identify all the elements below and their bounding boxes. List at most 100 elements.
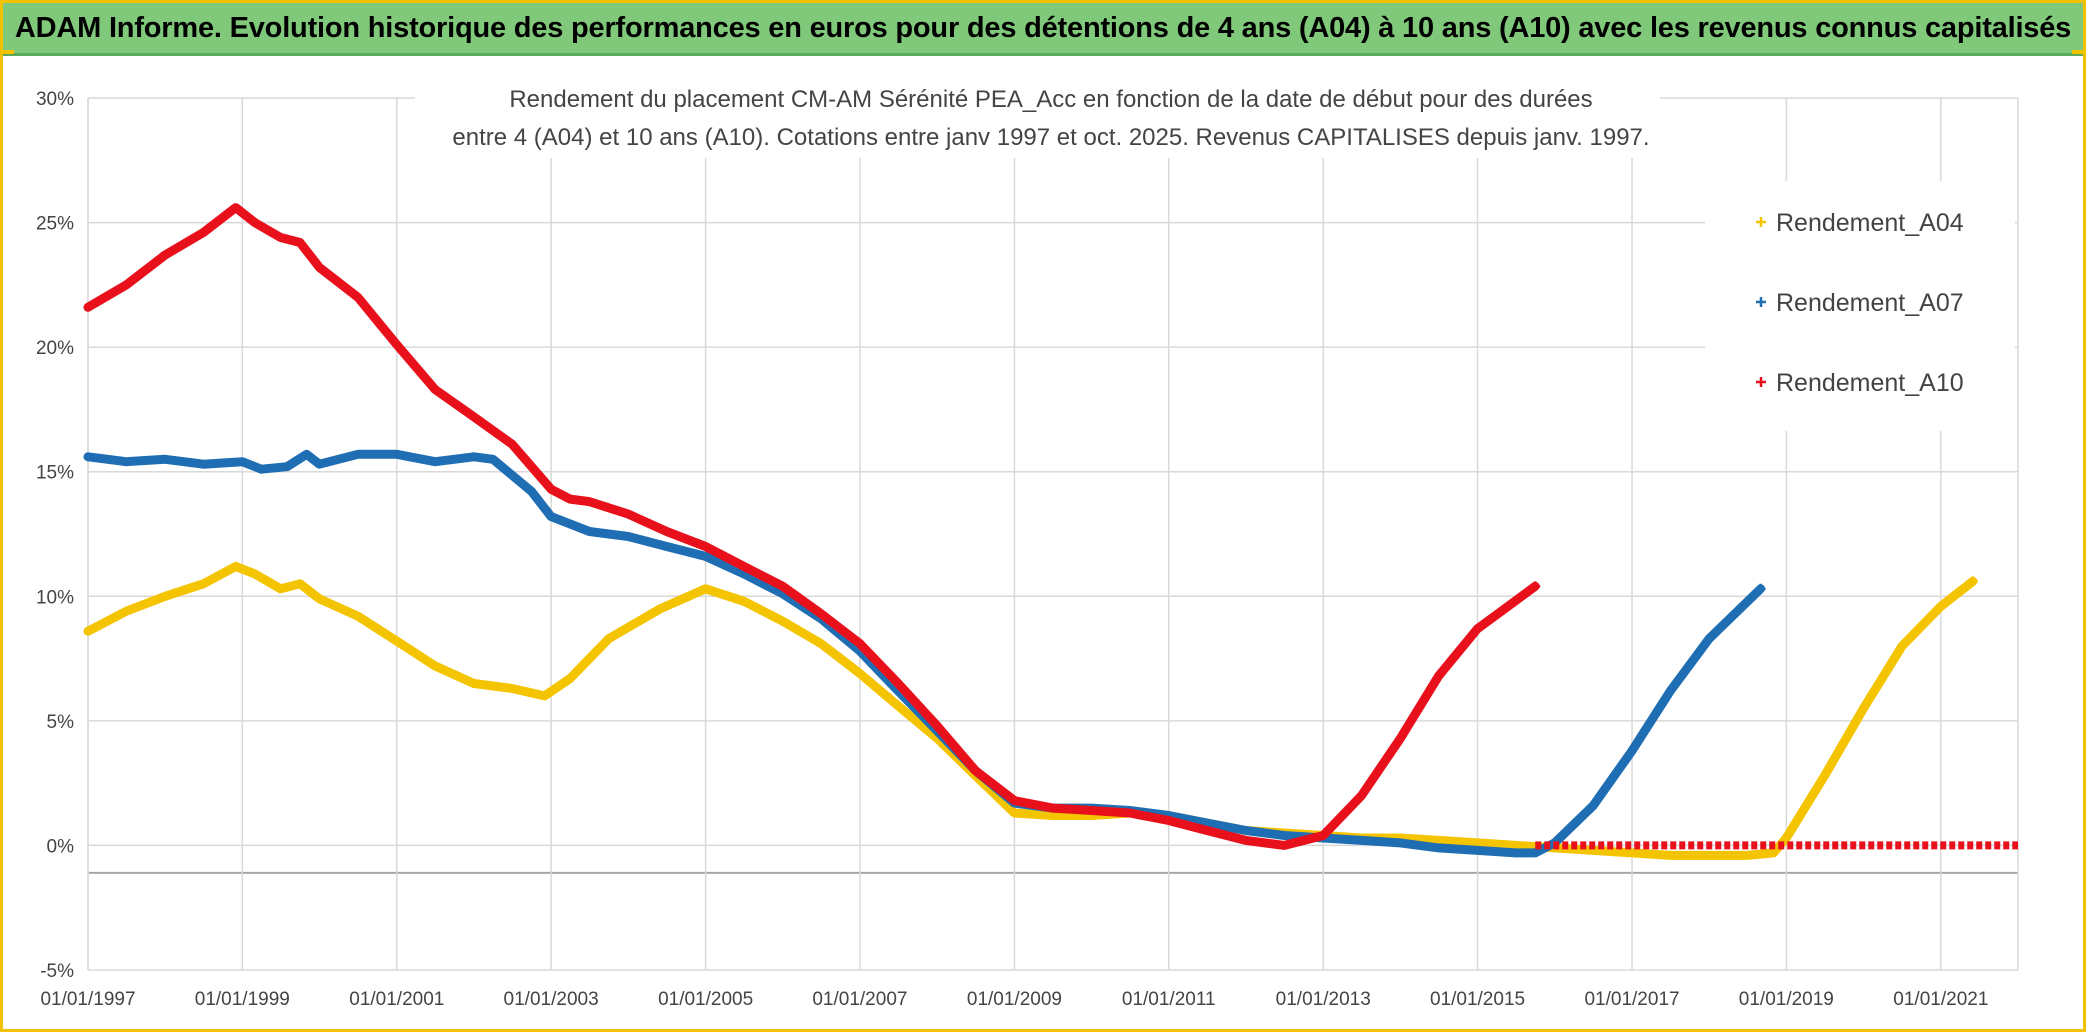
data-point [693,539,702,548]
data-point [786,621,795,630]
data-point [1454,845,1463,854]
data-point [794,593,803,602]
data-point [1600,785,1609,794]
x-tick-label: 01/01/2001 [349,989,444,1010]
data-point [692,588,701,597]
data-point [724,562,733,571]
data-point [99,619,108,628]
data-point [524,459,533,468]
legend-item-Rendement_A10: Rendement_A10 [1756,369,1964,397]
data-point [868,680,877,689]
data-point [1952,589,1961,598]
data-point [257,465,266,474]
data-point [1029,810,1038,819]
chart-title-background [415,78,1660,158]
data-point [479,454,488,463]
chart-title-line-2: entre 4 (A04) et 10 ans (A10). Cotations… [452,124,1649,151]
data-point [711,587,720,596]
data-point [508,471,517,480]
data-point [739,597,748,606]
data-point [141,456,150,465]
data-point [1467,631,1476,640]
data-point [385,632,394,641]
data-point [469,452,478,461]
data-point [778,582,787,591]
data-point [595,528,604,537]
y-tick-label: 15% [36,463,74,484]
data-point [1451,651,1460,660]
data-point [691,549,700,558]
data-point [1801,802,1810,811]
data-point [926,714,935,723]
data-point [801,598,810,607]
data-point [423,657,432,666]
data-point [403,353,412,362]
data-point [1087,806,1096,815]
data-point [1632,739,1641,748]
data-point [199,460,208,469]
data-point [1463,838,1472,847]
data-point [309,455,318,464]
data-point [1671,679,1680,688]
data-point [1434,836,1443,845]
data-point [289,458,298,467]
data-point [392,637,401,646]
data-point [1029,800,1038,809]
data-point [875,685,884,694]
data-point [527,487,536,496]
data-point [824,615,833,624]
data-point [1917,622,1926,631]
data-point [325,457,334,466]
data-point [1290,838,1299,847]
data-point [631,513,640,522]
data-point [1367,777,1376,786]
data-point [438,390,447,399]
data-point [519,453,528,462]
data-point [1833,749,1842,758]
data-point [283,462,292,471]
data-point [1325,824,1334,833]
data-point [1058,804,1067,813]
data-point [1842,734,1851,743]
data-point [670,530,679,539]
data-point [302,584,311,593]
data-point [1473,846,1482,855]
data-point [1420,695,1429,704]
chart-grid [87,97,2019,971]
data-point [1837,741,1846,750]
data-point [1492,840,1501,849]
x-tick-label: 01/01/2013 [1276,989,1371,1010]
data-point [701,552,710,561]
data-point [238,208,247,217]
data-point [513,446,522,455]
data-point [709,546,718,555]
data-point [1135,810,1144,819]
data-point [1347,835,1356,844]
data-point [966,760,975,769]
x-tick-label: 01/01/2015 [1430,989,1525,1010]
data-point [913,718,922,727]
data-point [521,482,530,491]
data-point [894,701,903,710]
data-point [1502,840,1511,849]
data-point [1637,849,1646,858]
data-point [585,654,594,663]
data-point [145,262,154,271]
data-point [1569,820,1578,829]
data-point [1829,756,1838,765]
data-point [106,615,115,624]
data-point [770,578,779,587]
x-tick-label: 01/01/2017 [1584,989,1679,1010]
data-point [732,558,741,567]
data-point [431,662,440,671]
data-point [1212,820,1221,829]
data-point [302,450,311,459]
data-point [1815,779,1824,788]
data-point [180,457,189,466]
data-point [398,347,407,356]
x-tick-label: 01/01/2019 [1739,989,1834,1010]
data-point [1251,837,1260,846]
data-point [250,218,259,227]
data-point-end [1530,581,1541,592]
